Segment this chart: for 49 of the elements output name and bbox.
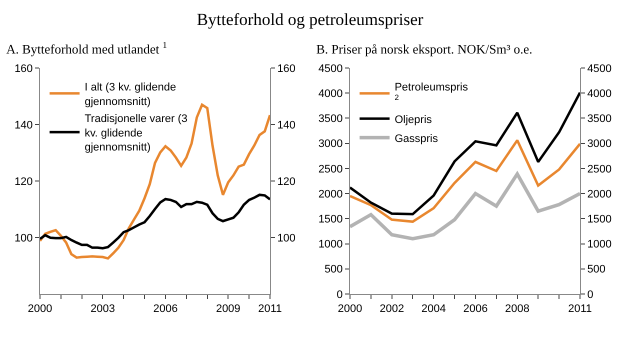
x-tick-label: 2006 [153, 303, 178, 316]
y-tick-label: 1000 [318, 238, 343, 251]
x-tick-label: 2011 [258, 303, 282, 316]
legend-label: Oljepris [394, 114, 432, 126]
y-tick-label: 3500 [318, 113, 343, 126]
x-tick-label: 2011 [568, 303, 592, 316]
chart-subtitle: B. Priser på norsk eksport. NOK/Sm³ o.e. [316, 42, 532, 57]
text: Bytteforhold og petroleumspriser [196, 9, 424, 31]
y2-tick-label: 4500 [587, 62, 612, 75]
x-tick-label: 2006 [463, 303, 488, 316]
y2-tick-label: 0 [587, 288, 594, 301]
y2-tick-label: 120 [277, 176, 296, 188]
y-tick-label: 100 [14, 232, 33, 244]
x-tick-label: 2000 [338, 303, 362, 316]
y-tick-label: 4000 [318, 88, 343, 100]
y2-tick-label: 2500 [587, 163, 612, 176]
y-tick-label: 4500 [318, 62, 343, 75]
chart-subtitle: A. Bytteforhold med utlandet $^{1}$ [6, 40, 168, 57]
y2-tick-label: 100 [277, 232, 296, 244]
x-tick-label: 2000 [28, 303, 52, 316]
y2-tick-label: 2000 [587, 188, 612, 200]
y-tick-label: 0 [336, 288, 343, 301]
y2-tick-label: 3500 [587, 113, 612, 126]
y-tick-label: 160 [14, 62, 33, 75]
y-tick-label: 500 [324, 264, 343, 276]
y2-tick-label: 160 [277, 62, 296, 75]
y-tick-label: 3000 [318, 138, 343, 150]
y-tick-label: 2000 [318, 188, 343, 200]
legend-label: I alt (3 kv. glidende gjennomsnitt) [84, 81, 176, 108]
x-tick-label: 2004 [421, 303, 446, 316]
y2-tick-label: 3000 [587, 138, 612, 150]
y2-tick-label: 500 [587, 264, 606, 276]
x-tick-label: 2003 [90, 303, 115, 316]
x-tick-label: 2009 [216, 303, 240, 316]
y2-tick-label: 1500 [587, 214, 612, 226]
y-tick-label: 140 [14, 119, 33, 132]
line-series [350, 172, 580, 241]
legend-label: Tradisjonelle varer (3 kv. glidende gjennomsnitt) [84, 113, 188, 154]
x-tick-label: 2002 [380, 303, 404, 316]
y-tick-label: 1500 [318, 214, 343, 226]
y-tick-label: 120 [14, 176, 33, 188]
x-tick-label: 2008 [505, 303, 530, 316]
line-series [350, 91, 580, 216]
y-tick-label: 2500 [318, 163, 343, 176]
y2-tick-label: 1000 [587, 238, 612, 251]
line-series [40, 194, 270, 250]
y2-tick-label: 140 [277, 119, 296, 132]
legend-label: Gasspris [394, 132, 438, 145]
y2-tick-label: 4000 [587, 88, 612, 100]
